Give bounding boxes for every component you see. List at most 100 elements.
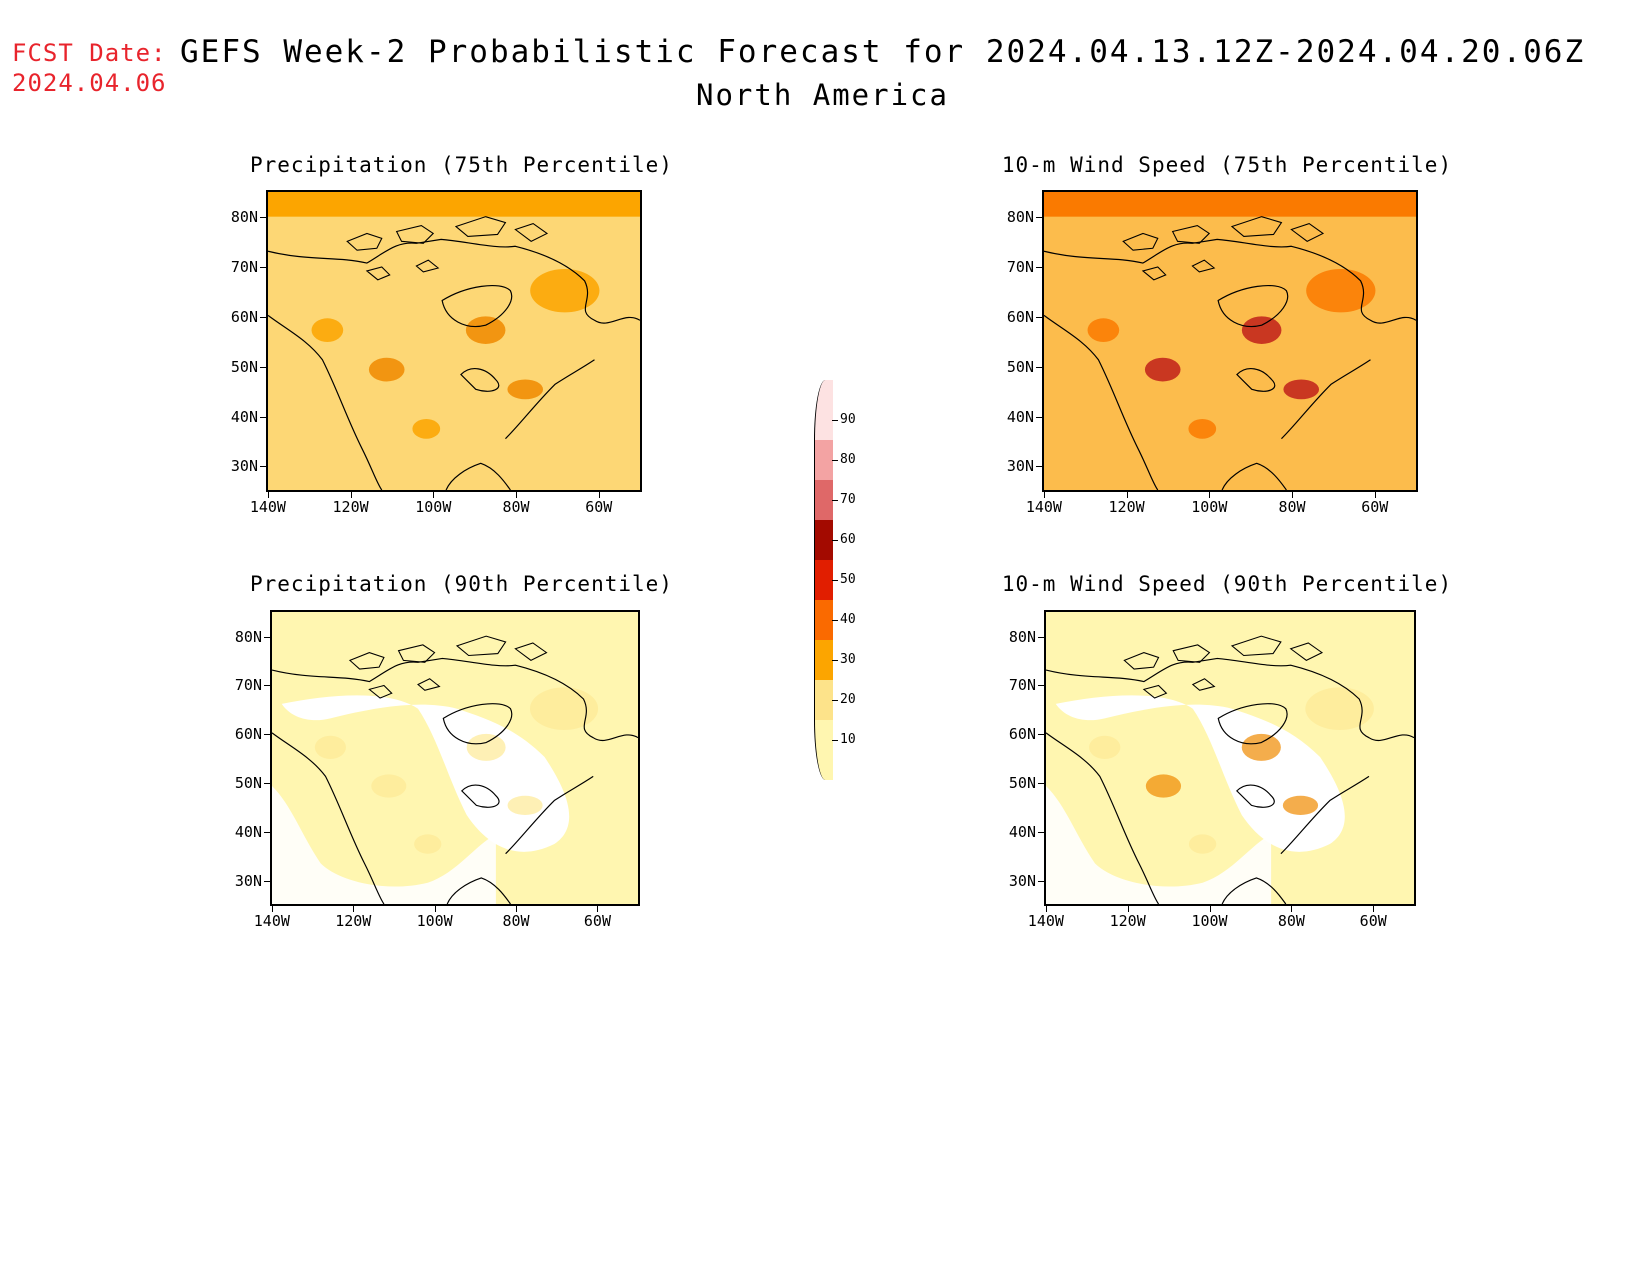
panel-title-wind-90: 10-m Wind Speed (90th Percentile)	[1001, 572, 1453, 596]
map-field	[1046, 612, 1414, 904]
colorbar-label: 80	[840, 452, 856, 467]
lon-tick	[267, 492, 269, 498]
colorbar-tick	[832, 540, 838, 541]
lat-label: 40N	[234, 823, 262, 841]
lon-tick	[433, 492, 435, 498]
lon-label: 60W	[1361, 498, 1389, 516]
lon-tick	[1043, 492, 1045, 498]
lat-tick	[1036, 267, 1042, 268]
lat-tick	[264, 685, 270, 687]
lon-label: 60W	[585, 498, 613, 516]
lon-label: 100W	[416, 912, 453, 930]
lat-tick	[1038, 685, 1044, 687]
prob-patch	[414, 834, 442, 854]
lon-tick	[1209, 906, 1211, 912]
lat-label: 40N	[1006, 407, 1034, 426]
lat-tick	[264, 880, 270, 882]
low-prob-region	[1046, 786, 1272, 904]
lat-tick	[1036, 416, 1042, 418]
prob-patch	[1089, 735, 1121, 759]
coastline	[1046, 657, 1414, 904]
lon-label: 140W	[1027, 912, 1064, 930]
fcst-date-block: FCST Date: 2024.04.06	[12, 38, 167, 98]
arctic-islands	[1122, 216, 1325, 281]
lat-tick	[260, 267, 266, 268]
map-precip-75	[266, 190, 642, 492]
prob-patch	[507, 379, 544, 400]
prob-patch	[1305, 687, 1374, 730]
lon-label: 120W	[1108, 498, 1145, 516]
prob-patch	[412, 418, 441, 439]
region-subtitle: North America	[696, 78, 949, 112]
prob-patch	[1188, 834, 1217, 854]
lat-label: 30N	[230, 457, 258, 476]
lon-label: 140W	[253, 912, 290, 930]
prob-patch	[529, 687, 599, 730]
coastline	[268, 238, 640, 490]
colorbar-swatch	[814, 440, 833, 480]
colorbar-label: 10	[840, 732, 856, 747]
lat-label: 50N	[230, 357, 258, 376]
lat-tick	[1038, 783, 1044, 785]
colorbar-swatch	[814, 600, 833, 640]
map-wind-75	[1042, 190, 1418, 492]
lon-label: 80W	[1278, 498, 1306, 516]
prob-patch	[465, 316, 506, 344]
lon-tick	[350, 492, 352, 498]
lon-tick	[1374, 492, 1376, 498]
lat-label: 30N	[1008, 871, 1036, 890]
lat-label: 40N	[1008, 823, 1036, 841]
colorbar-swatch	[814, 560, 833, 600]
lon-tick	[353, 906, 355, 912]
lat-tick	[260, 466, 266, 468]
lat-tick	[260, 316, 266, 318]
lon-tick	[1045, 906, 1047, 912]
colorbar-label: 90	[840, 412, 856, 427]
colorbar-label: 20	[840, 692, 856, 707]
lat-tick	[264, 734, 270, 736]
lon-tick	[1292, 492, 1294, 498]
colorbar-swatch	[814, 640, 833, 680]
prob-patch	[311, 318, 344, 342]
lon-tick	[598, 492, 600, 498]
lat-tick	[264, 783, 270, 785]
colorbar-tick	[832, 700, 838, 701]
lat-tick	[1038, 880, 1044, 882]
lon-tick	[1209, 492, 1211, 498]
prob-patch	[1283, 379, 1320, 400]
colorbar-swatch	[814, 720, 833, 780]
lon-label: 100W	[415, 498, 452, 516]
lat-tick	[1036, 316, 1042, 318]
colorbar-tick	[832, 620, 838, 621]
page-title: GEFS Week-2 Probabilistic Forecast for 2…	[180, 34, 1586, 70]
colorbar-swatch	[814, 520, 833, 560]
prob-patch	[371, 774, 407, 798]
lon-label: 120W	[332, 498, 369, 516]
colorbar-swatch	[814, 480, 833, 520]
map-precip-90	[270, 610, 640, 906]
colorbar-tick	[832, 580, 838, 581]
lat-label: 80N	[1008, 627, 1036, 646]
lon-label: 120W	[335, 912, 372, 930]
lat-label: 60N	[230, 307, 258, 326]
lon-tick	[434, 906, 436, 912]
lon-label: 100W	[1191, 498, 1228, 516]
lat-label: 70N	[234, 676, 262, 695]
low-prob-region	[281, 695, 570, 852]
panel-title-precip-90: Precipitation (90th Percentile)	[250, 572, 673, 596]
lon-label: 140W	[1025, 498, 1062, 516]
lon-label: 60W	[1359, 912, 1387, 930]
colorbar-tick	[832, 420, 838, 421]
lat-tick	[1038, 636, 1044, 638]
arctic-islands	[1123, 635, 1324, 699]
high-prob-band	[268, 192, 640, 217]
prob-patch	[530, 268, 600, 313]
fcst-date-value: 2024.04.06	[12, 69, 167, 97]
lon-label: 80W	[1277, 912, 1305, 930]
lat-tick	[1036, 366, 1042, 368]
lat-tick	[260, 366, 266, 368]
lat-label: 60N	[234, 725, 262, 744]
prob-patch	[368, 357, 405, 382]
lon-tick	[1126, 492, 1128, 498]
lat-label: 70N	[1006, 258, 1034, 276]
